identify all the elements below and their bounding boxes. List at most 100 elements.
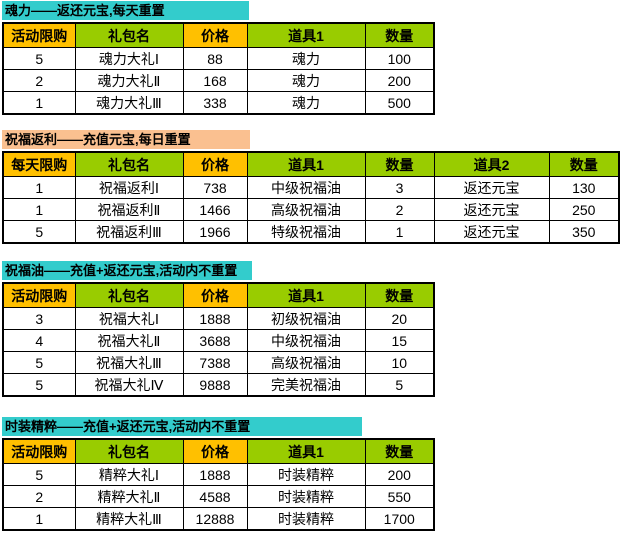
- column-header-item1: 道具1: [246, 438, 366, 464]
- cell-price: 1466: [182, 198, 248, 221]
- cell-qty1: 5: [364, 373, 435, 397]
- cell-limit: 3: [2, 307, 76, 330]
- cell-price: 338: [182, 91, 248, 115]
- table-row: 5 祝福大礼Ⅲ 7388 高级祝福油 10: [2, 351, 435, 374]
- cell-price: 738: [182, 176, 248, 199]
- cell-item1: 魂力: [246, 91, 366, 115]
- table-row: 2 魂力大礼Ⅱ 168 魂力 200: [2, 69, 435, 92]
- cell-package-name: 精粹大礼Ⅱ: [74, 485, 184, 508]
- cell-limit: 5: [2, 373, 76, 397]
- table-row: 4 祝福大礼Ⅱ 3688 中级祝福油 15: [2, 329, 435, 352]
- cell-limit: 1: [2, 91, 76, 115]
- cell-package-name: 魂力大礼Ⅲ: [74, 91, 184, 115]
- cell-item1: 完美祝福油: [246, 373, 366, 397]
- table-row: 1 魂力大礼Ⅲ 338 魂力 500: [2, 91, 435, 115]
- table-row: 5 精粹大礼Ⅰ 1888 时装精粹 200: [2, 463, 435, 486]
- column-header-qty1: 数量: [364, 151, 435, 177]
- table-body: 1 祝福返利Ⅰ 738 中级祝福油 3 返还元宝 130 1 祝福返利Ⅱ 1466 高级祝福油 2 返还…: [2, 176, 620, 244]
- cell-item1: 高级祝福油: [246, 198, 366, 221]
- cell-limit: 1: [2, 176, 76, 199]
- column-header-limit: 活动限购: [2, 438, 76, 464]
- cell-limit: 5: [2, 351, 76, 374]
- cell-price: 4588: [182, 485, 248, 508]
- cell-qty1: 1700: [364, 507, 435, 531]
- header-row: 活动限购 礼包名 价格 道具1 数量: [2, 438, 435, 464]
- column-header-qty1: 数量: [364, 22, 435, 48]
- section-title-blessing-rebate: 祝福返利——充值元宝,每日重置: [2, 130, 250, 149]
- cell-price: 88: [182, 47, 248, 70]
- table-soul-power: 活动限购 礼包名 价格 道具1 数量 5 魂力大礼Ⅰ 88 魂力 100 2 魂力大礼Ⅱ 168 魂力 2…: [2, 22, 435, 115]
- cell-price: 1888: [182, 463, 248, 486]
- table-row: 1 精粹大礼Ⅲ 12888 时装精粹 1700: [2, 507, 435, 531]
- header-row: 活动限购 礼包名 价格 道具1 数量: [2, 282, 435, 308]
- section-title-soul-power: 魂力——返还元宝,每天重置: [2, 1, 249, 20]
- column-header-qty2: 数量: [548, 151, 620, 177]
- column-header-package-name: 礼包名: [74, 151, 184, 177]
- cell-item1: 中级祝福油: [246, 329, 366, 352]
- cell-qty1: 550: [364, 485, 435, 508]
- column-header-package-name: 礼包名: [74, 438, 184, 464]
- table-body: 5 精粹大礼Ⅰ 1888 时装精粹 200 2 精粹大礼Ⅱ 4588 时装精粹 550 1 精粹大礼Ⅲ…: [2, 463, 435, 531]
- cell-price: 7388: [182, 351, 248, 374]
- cell-limit: 4: [2, 329, 76, 352]
- cell-qty1: 15: [364, 329, 435, 352]
- column-header-item1: 道具1: [246, 151, 366, 177]
- column-header-package-name: 礼包名: [74, 282, 184, 308]
- cell-price: 1966: [182, 220, 248, 244]
- cell-package-name: 祝福大礼Ⅰ: [74, 307, 184, 330]
- column-header-price: 价格: [182, 438, 248, 464]
- cell-qty1: 1: [364, 220, 435, 244]
- cell-package-name: 精粹大礼Ⅲ: [74, 507, 184, 531]
- cell-package-name: 祝福返利Ⅱ: [74, 198, 184, 221]
- table-row: 2 精粹大礼Ⅱ 4588 时装精粹 550: [2, 485, 435, 508]
- cell-item1: 魂力: [246, 47, 366, 70]
- cell-item2: 返还元宝: [433, 176, 550, 199]
- column-header-item1: 道具1: [246, 22, 366, 48]
- cell-qty1: 500: [364, 91, 435, 115]
- table-row: 1 祝福返利Ⅰ 738 中级祝福油 3 返还元宝 130: [2, 176, 620, 199]
- cell-limit: 1: [2, 507, 76, 531]
- cell-package-name: 祝福大礼Ⅱ: [74, 329, 184, 352]
- table-body: 3 祝福大礼Ⅰ 1888 初级祝福油 20 4 祝福大礼Ⅱ 3688 中级祝福油 15 5 祝福大礼Ⅲ…: [2, 307, 435, 397]
- table-row: 5 魂力大礼Ⅰ 88 魂力 100: [2, 47, 435, 70]
- column-header-limit: 活动限购: [2, 282, 76, 308]
- table-row: 1 祝福返利Ⅱ 1466 高级祝福油 2 返还元宝 250: [2, 198, 620, 221]
- column-header-price: 价格: [182, 22, 248, 48]
- column-header-limit: 每天限购: [2, 151, 76, 177]
- table-blessing-rebate: 每天限购 礼包名 价格 道具1 数量 道具2 数量 1 祝福返利Ⅰ 738 中级祝福油 3 返还元宝 1…: [2, 151, 620, 244]
- cell-item1: 初级祝福油: [246, 307, 366, 330]
- cell-price: 12888: [182, 507, 248, 531]
- cell-item1: 高级祝福油: [246, 351, 366, 374]
- cell-item1: 中级祝福油: [246, 176, 366, 199]
- cell-package-name: 魂力大礼Ⅱ: [74, 69, 184, 92]
- cell-limit: 5: [2, 220, 76, 244]
- table-row: 5 祝福大礼Ⅳ 9888 完美祝福油 5: [2, 373, 435, 397]
- header-row: 每天限购 礼包名 价格 道具1 数量 道具2 数量: [2, 151, 620, 177]
- cell-qty2: 250: [548, 198, 620, 221]
- column-header-item2: 道具2: [433, 151, 550, 177]
- column-header-qty1: 数量: [364, 438, 435, 464]
- cell-package-name: 精粹大礼Ⅰ: [74, 463, 184, 486]
- cell-item2: 返还元宝: [433, 198, 550, 221]
- cell-price: 1888: [182, 307, 248, 330]
- cell-item1: 特级祝福油: [246, 220, 366, 244]
- cell-qty2: 350: [548, 220, 620, 244]
- cell-limit: 5: [2, 463, 76, 486]
- column-header-package-name: 礼包名: [74, 22, 184, 48]
- section-title-fashion-essence: 时装精粹——充值+返还元宝,活动内不重置: [2, 417, 362, 436]
- table-row: 3 祝福大礼Ⅰ 1888 初级祝福油 20: [2, 307, 435, 330]
- cell-price: 168: [182, 69, 248, 92]
- cell-limit: 1: [2, 198, 76, 221]
- cell-package-name: 魂力大礼Ⅰ: [74, 47, 184, 70]
- cell-limit: 2: [2, 69, 76, 92]
- cell-package-name: 祝福大礼Ⅳ: [74, 373, 184, 397]
- table-blessing-oil: 活动限购 礼包名 价格 道具1 数量 3 祝福大礼Ⅰ 1888 初级祝福油 20 4 祝福大礼Ⅱ 36…: [2, 282, 435, 397]
- cell-price: 9888: [182, 373, 248, 397]
- cell-qty1: 3: [364, 176, 435, 199]
- cell-item1: 时装精粹: [246, 507, 366, 531]
- section-blessing-oil: 祝福油——充值+返还元宝,活动内不重置 活动限购 礼包名 价格 道具1 数量 3 祝福大礼…: [2, 261, 435, 397]
- cell-qty1: 10: [364, 351, 435, 374]
- section-title-blessing-oil: 祝福油——充值+返还元宝,活动内不重置: [2, 261, 252, 280]
- cell-item1: 时装精粹: [246, 485, 366, 508]
- cell-package-name: 祝福返利Ⅰ: [74, 176, 184, 199]
